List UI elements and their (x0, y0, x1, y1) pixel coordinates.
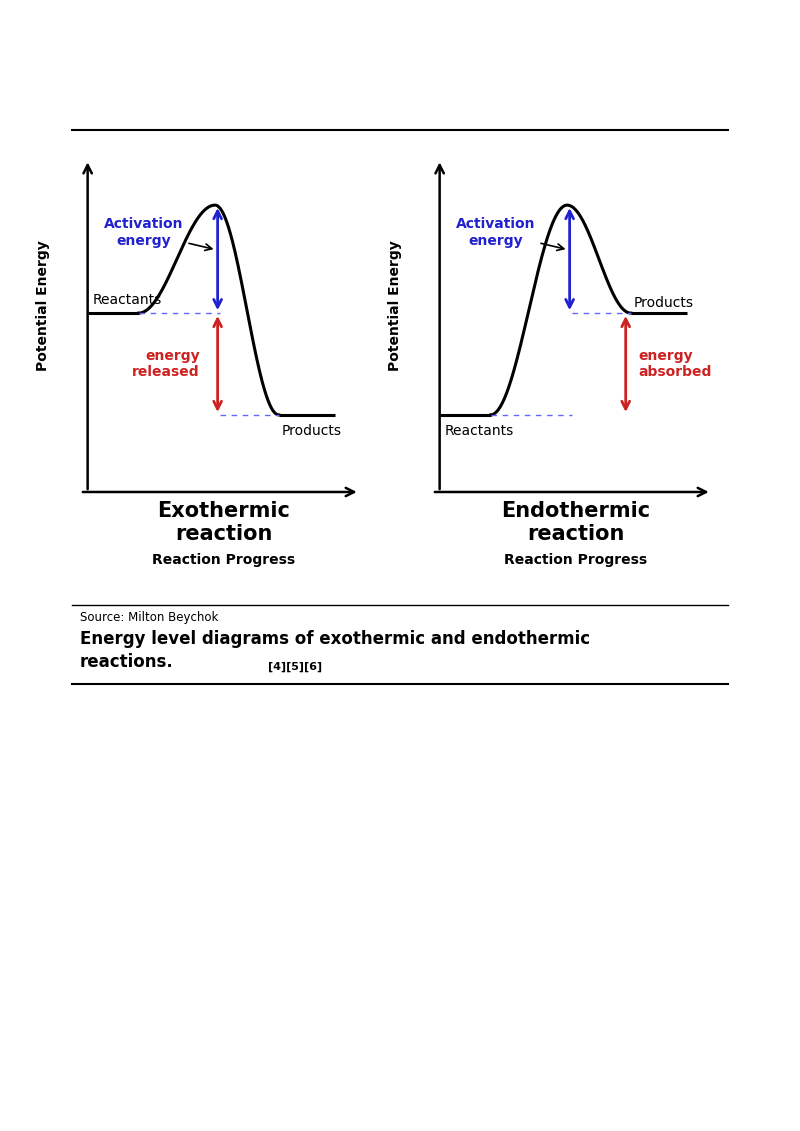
Text: Endothermic
reaction: Endothermic reaction (502, 501, 650, 544)
Text: Potential Energy: Potential Energy (387, 240, 402, 371)
Text: Reactants: Reactants (445, 424, 514, 438)
Text: Activation
energy: Activation energy (104, 217, 212, 250)
Text: Products: Products (282, 424, 342, 438)
Text: [4][5][6]: [4][5][6] (268, 662, 322, 672)
Text: Products: Products (634, 296, 694, 310)
Text: energy
absorbed: energy absorbed (638, 348, 712, 379)
Text: Activation
energy: Activation energy (456, 217, 564, 250)
Text: Reactants: Reactants (93, 293, 162, 307)
Text: Reaction Progress: Reaction Progress (505, 553, 647, 567)
Text: Potential Energy: Potential Energy (35, 240, 50, 371)
Text: Source: Milton Beychok: Source: Milton Beychok (80, 611, 218, 623)
Text: Reaction Progress: Reaction Progress (153, 553, 295, 567)
Text: Exothermic
reaction: Exothermic reaction (158, 501, 290, 544)
Text: energy
released: energy released (132, 348, 200, 379)
Text: Energy level diagrams of exothermic and endothermic
reactions.: Energy level diagrams of exothermic and … (80, 630, 590, 671)
